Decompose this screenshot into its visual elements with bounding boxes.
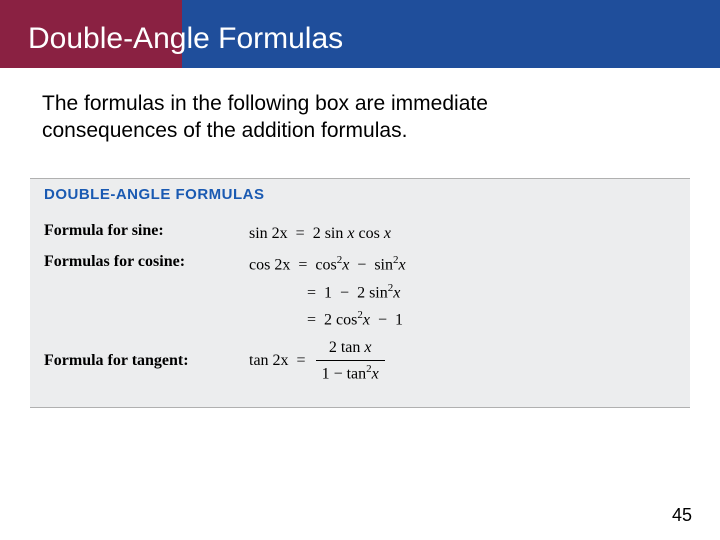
formula-box: DOUBLE-ANGLE FORMULAS Formula for sine: … — [30, 178, 690, 408]
formula-label-cosine: Formulas for cosine: — [44, 251, 249, 271]
formula-math-cosine: cos 2x = cos2x − sin2x = 1 − 2 sin2x = 2… — [249, 251, 406, 334]
formula-row-cosine: Formulas for cosine: cos 2x = cos2x − si… — [44, 251, 676, 334]
formula-box-header: DOUBLE-ANGLE FORMULAS — [30, 179, 690, 210]
page-title: Double-Angle Formulas — [28, 22, 343, 56]
page-number: 45 — [672, 505, 692, 526]
formula-row-sine: Formula for sine: sin 2x = 2 sin x cos x — [44, 220, 676, 247]
formula-box-body: Formula for sine: sin 2x = 2 sin x cos x… — [30, 210, 690, 407]
formula-row-tangent: Formula for tangent: tan 2x = 2 tan x 1 … — [44, 338, 676, 385]
formula-math-sine: sin 2x = 2 sin x cos x — [249, 220, 391, 247]
formula-label-tangent: Formula for tangent: — [44, 338, 249, 370]
intro-text: The formulas in the following box are im… — [42, 90, 602, 145]
fraction: 2 tan x 1 − tan2x — [316, 338, 385, 385]
formula-math-tangent: tan 2x = 2 tan x 1 − tan2x — [249, 338, 387, 385]
formula-label-sine: Formula for sine: — [44, 220, 249, 240]
